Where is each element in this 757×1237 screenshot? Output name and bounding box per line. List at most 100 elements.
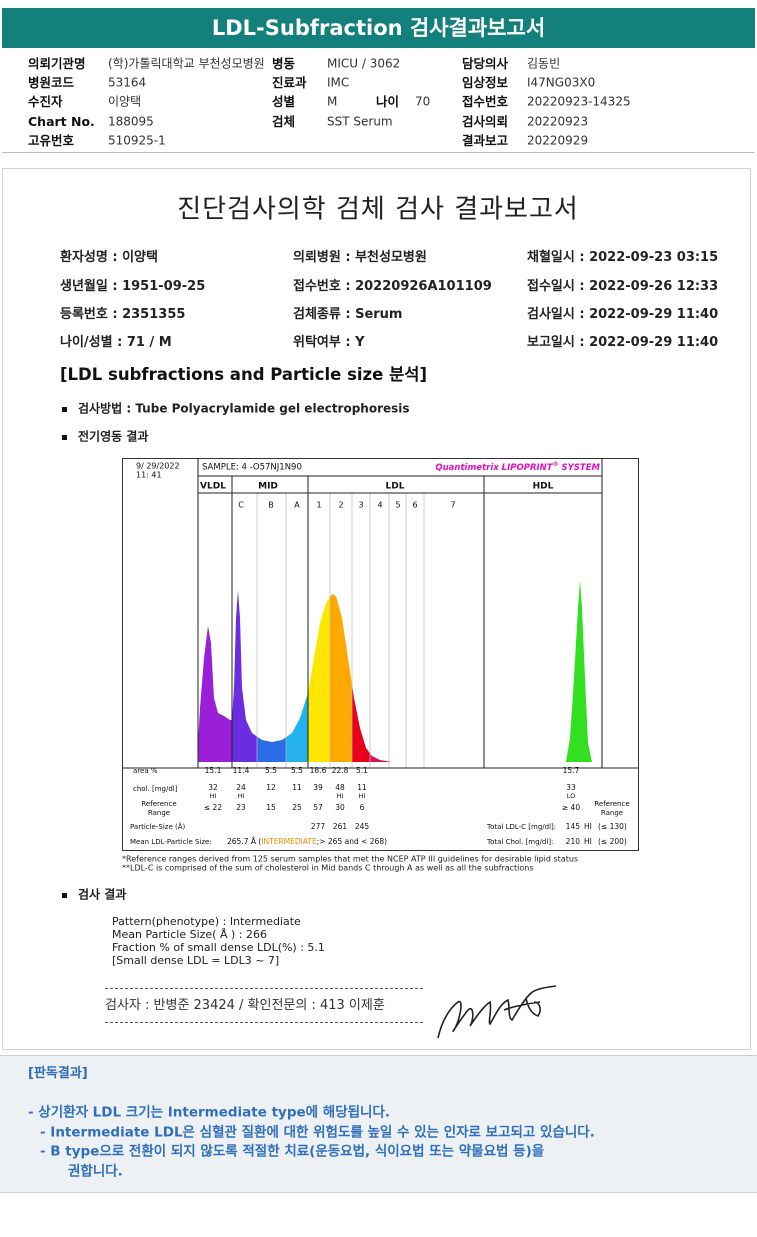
bullet — [62, 407, 67, 412]
patient-field: 검체종류 : Serum — [293, 306, 403, 322]
result-line: [Small dense LDL = LDL3 ~ 7] — [112, 953, 280, 967]
row-label: area % — [133, 767, 158, 775]
mean-class: INTERMEDIATE — [261, 837, 317, 846]
patient-field: 접수일시 : 2022-09-26 12:33 — [527, 278, 719, 294]
area-value: 18.6 — [310, 766, 327, 775]
area-value: 22.8 — [332, 766, 349, 775]
result-line: Fraction % of small dense LDL(%) : 5.1 — [112, 940, 325, 954]
chol-value: 11 — [357, 783, 367, 792]
flag: LO — [567, 792, 576, 800]
footnote: **LDL-C is comprised of the sum of chole… — [122, 863, 534, 873]
brand-mark: ® — [553, 461, 559, 468]
info-label: 임상정보 — [462, 75, 509, 91]
particle-size: 277 — [311, 822, 326, 831]
patient-field: 접수번호 : 20220926A101109 — [293, 278, 492, 294]
info-label: 수진자 — [28, 94, 63, 110]
info-label: 나이 — [376, 94, 400, 110]
band-label: C — [238, 501, 244, 510]
area-value: 5.1 — [356, 766, 368, 775]
area-value: 5.5 — [291, 766, 303, 775]
interpretation-panel — [0, 1055, 757, 1193]
patient-field: 생년월일 : 1951-09-25 — [60, 278, 206, 294]
band-label: 7 — [450, 501, 455, 510]
chol-value: 48 — [335, 783, 345, 792]
chol-value: 11 — [292, 783, 302, 792]
group-dividers — [122, 458, 638, 769]
info-value: 김동빈 — [527, 56, 561, 71]
bullet — [62, 893, 67, 898]
row-label: Mean LDL-Particle Size: — [130, 838, 212, 846]
chol-value: 33 — [566, 783, 576, 792]
info-value: 510925-1 — [108, 133, 166, 148]
header-bar — [2, 8, 755, 48]
interpretation-line: - Intermediate LDL은 심혈관 질환에 대한 위험도를 높일 수… — [40, 1124, 595, 1141]
patient-field: 나이/성별 : 71 / M — [60, 334, 172, 350]
brand-end: SYSTEM — [559, 463, 601, 473]
band-label: 4 — [377, 501, 382, 510]
group-label: VLDL — [200, 482, 226, 492]
chart-time: 11: 41 — [136, 471, 162, 480]
total-label: Total LDL-C [mg/dl]: — [486, 823, 556, 831]
row-label: Reference — [594, 800, 629, 808]
total-value: 210 — [566, 837, 581, 846]
signature-scribble — [437, 985, 557, 1039]
info-value: 이양택 — [108, 94, 142, 109]
info-value: IMC — [327, 75, 350, 90]
interpretation-line: 권합니다. — [68, 1163, 123, 1180]
subsection-title: 전기영동 결과 — [78, 429, 149, 444]
mean-range: ;> 265 and < 268) — [317, 837, 387, 846]
reference-value: 15 — [266, 803, 276, 812]
dashed-line — [105, 988, 423, 989]
info-label: 성별 — [272, 94, 296, 110]
area-value: 15.7 — [563, 766, 580, 775]
info-value: M — [327, 94, 338, 109]
report-title: 진단검사의학 검체 검사 결과보고서 — [177, 194, 579, 225]
mean-size: 265.7 Å (INTERMEDIATE;> 265 and < 268) — [227, 837, 387, 846]
result-line: Pattern(phenotype) : Intermediate — [112, 914, 301, 928]
band-label: 2 — [338, 501, 343, 510]
reference-value: 57 — [313, 803, 323, 812]
patient-field: 의뢰병원 : 부천성모병원 — [293, 249, 427, 265]
sample-id: SAMPLE: 4 -O57NJ1N90 — [202, 463, 302, 473]
reference-value: 23 — [236, 803, 246, 812]
group-label: HDL — [533, 482, 554, 492]
reference-value: 30 — [335, 803, 345, 812]
method: 검사방법 : Tube Polyacrylamide gel electroph… — [78, 401, 410, 416]
info-label: 검사의뢰 — [462, 114, 509, 130]
patient-field: 위탁여부 : Y — [293, 334, 365, 350]
area-value: 15.1 — [205, 766, 222, 775]
band-label: 3 — [358, 501, 363, 510]
total-reference: (≤ 200) — [598, 837, 627, 846]
flag: HI — [359, 792, 366, 800]
info-label: 의뢰기관명 — [28, 56, 86, 72]
chart-frame — [122, 458, 639, 851]
band-label: B — [268, 501, 274, 510]
chol-value: 39 — [313, 783, 323, 792]
band-label: A — [294, 501, 300, 510]
info-value: (학)가톨릭대학교 부천성모병원 — [108, 56, 265, 71]
group-label: MID — [258, 482, 278, 492]
info-value: SST Serum — [327, 114, 393, 129]
row-label: Range — [148, 809, 170, 817]
brand: Quantimetrix LIPOPRINT® SYSTEM — [435, 461, 600, 473]
info-value: 20220929 — [527, 133, 589, 148]
reference-value: ≥ 40 — [562, 803, 580, 812]
info-value: 188095 — [108, 114, 154, 129]
divider — [2, 152, 755, 153]
interpretation-heading: [판독결과] — [28, 1065, 88, 1081]
patient-field: 등록번호 : 2351355 — [60, 306, 186, 322]
info-label: 담당의사 — [462, 56, 509, 72]
chol-value: 12 — [266, 783, 276, 792]
row-label: Reference — [141, 800, 176, 808]
mean-value: 265.7 Å ( — [227, 837, 261, 846]
brand-name: Quantimetrix LIPOPRINT — [435, 463, 553, 473]
total-label: Total Chol. [mg/dl]: — [486, 838, 553, 846]
particle-size: 245 — [355, 822, 370, 831]
patient-field: 검사일시 : 2022-09-29 11:40 — [527, 306, 719, 322]
total-reference: (≤ 130) — [598, 822, 627, 831]
info-label: 진료과 — [272, 75, 307, 91]
area-value: 5.5 — [265, 766, 277, 775]
patient-field: 보고일시 : 2022-09-29 11:40 — [527, 334, 719, 350]
